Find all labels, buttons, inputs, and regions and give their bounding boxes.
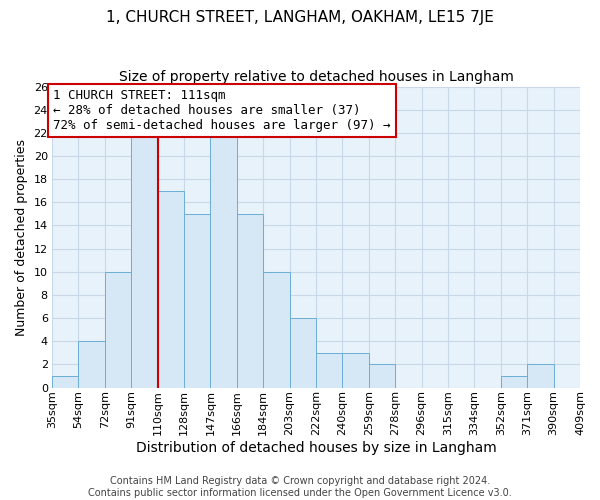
Bar [131, 133, 158, 388]
X-axis label: Distribution of detached houses by size in Langham: Distribution of detached houses by size … [136, 441, 496, 455]
Bar [501, 376, 527, 388]
Bar [369, 364, 395, 388]
Text: 1 CHURCH STREET: 111sqm
← 28% of detached houses are smaller (37)
72% of semi-de: 1 CHURCH STREET: 111sqm ← 28% of detache… [53, 89, 391, 132]
Bar [237, 214, 263, 388]
Bar [343, 353, 369, 388]
Bar [79, 341, 105, 388]
Title: Size of property relative to detached houses in Langham: Size of property relative to detached ho… [119, 70, 514, 84]
Bar [211, 133, 237, 388]
Bar [105, 272, 131, 388]
Bar [184, 214, 211, 388]
Text: Contains HM Land Registry data © Crown copyright and database right 2024.
Contai: Contains HM Land Registry data © Crown c… [88, 476, 512, 498]
Bar [527, 364, 554, 388]
Bar [158, 190, 184, 388]
Bar [263, 272, 290, 388]
Bar [52, 376, 79, 388]
Text: 1, CHURCH STREET, LANGHAM, OAKHAM, LE15 7JE: 1, CHURCH STREET, LANGHAM, OAKHAM, LE15 … [106, 10, 494, 25]
Bar [316, 353, 343, 388]
Y-axis label: Number of detached properties: Number of detached properties [15, 138, 28, 336]
Bar [290, 318, 316, 388]
